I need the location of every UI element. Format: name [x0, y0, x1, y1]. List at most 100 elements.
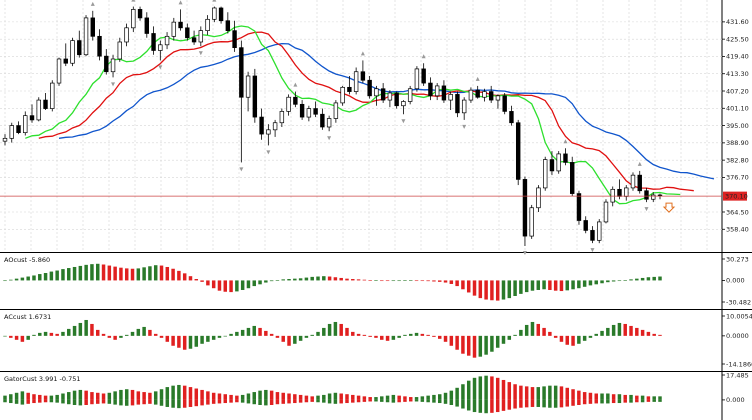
- bull-candle-body: [131, 9, 136, 29]
- ao-oscillator-bar: [101, 264, 106, 281]
- gator-upper-bar: [403, 396, 407, 400]
- gator-upper-bar: [258, 390, 262, 400]
- gator-lower-bar: [536, 399, 541, 407]
- gator-upper-bar: [55, 394, 59, 400]
- gator-lower-bar: [443, 399, 448, 404]
- ac-oscillator-bar: [20, 335, 25, 342]
- ao-oscillator-bar: [466, 280, 471, 293]
- ac-oscillator-bar: [380, 335, 384, 340]
- candle: [570, 156, 575, 197]
- gator-upper-bar: [142, 392, 146, 400]
- candle: [630, 172, 636, 191]
- gator-upper-bar: [513, 384, 517, 400]
- slow-moving-average-line: [58, 42, 715, 180]
- ac-oscillator-bar: [374, 335, 378, 338]
- candle: [549, 151, 555, 176]
- gator-lower-bar: [38, 399, 42, 403]
- candle: [124, 23, 129, 47]
- bull-candle-body: [556, 153, 561, 172]
- fractal-down-arrow-icon: [239, 167, 244, 172]
- candle: [104, 49, 109, 75]
- gator-lower-bar: [409, 399, 413, 402]
- ao-oscillator-bar: [171, 268, 175, 281]
- ac-oscillator-bar: [519, 329, 523, 336]
- gator-lower-bar: [194, 399, 199, 407]
- gator-lower-bar: [594, 399, 598, 404]
- ao-oscillator-bar: [635, 278, 639, 281]
- bull-candle-body: [171, 21, 177, 37]
- ac-oscillator-bar: [3, 335, 7, 337]
- bear-candle-body: [522, 179, 528, 237]
- bear-candle-body: [144, 17, 150, 34]
- gator-upper-bar: [96, 392, 100, 400]
- fractal-up-arrow-icon: [360, 51, 365, 56]
- ao-oscillator-bar: [542, 280, 546, 290]
- ac-oscillator-bar: [333, 321, 338, 336]
- gator-upper-bar: [148, 392, 152, 400]
- bull-candle-body: [83, 17, 89, 56]
- ao-oscillator-bar: [368, 280, 372, 281]
- gator-upper-bar: [629, 394, 633, 400]
- ac-oscillator-bar: [426, 334, 430, 336]
- bull-candle-body: [597, 221, 602, 241]
- ac-oscillator-bar: [96, 329, 100, 336]
- bear-candle-body: [191, 37, 197, 43]
- bull-candle-body: [326, 118, 332, 128]
- candle: [191, 30, 197, 45]
- fractal-down-arrow-icon: [401, 119, 406, 124]
- gator-upper-bar: [635, 395, 639, 400]
- ao-oscillator-bar: [3, 280, 7, 282]
- gator-upper-bar: [293, 394, 297, 400]
- ac-oscillator-bar: [310, 334, 314, 336]
- gator-lower-bar: [206, 399, 210, 405]
- bull-candle-body: [164, 35, 170, 46]
- gator-lower-bar: [113, 399, 117, 405]
- gator-upper-bar: [507, 382, 512, 400]
- bear-candle-body: [583, 220, 588, 231]
- gator-tick-label: 0.000: [726, 396, 745, 404]
- candle: [299, 100, 305, 120]
- ao-oscillator-bar: [240, 280, 245, 290]
- ac-oscillator-bar: [14, 335, 19, 340]
- candle: [212, 6, 217, 23]
- ao-oscillator-bar: [437, 280, 442, 282]
- gator-lower-bar: [165, 399, 170, 407]
- candle: [185, 23, 190, 41]
- ao-oscillator-bar: [258, 280, 262, 285]
- gator-upper-bar: [177, 384, 181, 400]
- candle: [205, 15, 210, 35]
- gator-lower-bar: [501, 399, 506, 411]
- candle: [232, 20, 237, 52]
- ac-oscillator-bar: [600, 330, 604, 336]
- bear-candle-body: [570, 162, 575, 194]
- gator-upper-bar: [519, 385, 523, 400]
- gator-lower-bar: [559, 399, 564, 408]
- y-axis-tick-label: 376.70: [726, 174, 749, 182]
- candle: [286, 94, 291, 116]
- ac-oscillator-bar: [200, 335, 204, 344]
- gator-upper-bar: [264, 389, 268, 400]
- gator-lower-bar: [530, 399, 535, 407]
- gator-lower-bar: [652, 399, 656, 402]
- gator-upper-bar: [316, 395, 320, 400]
- gator-upper-bar: [281, 392, 285, 400]
- bear-candle-body: [137, 9, 143, 19]
- ac-oscillator-bar: [461, 335, 465, 354]
- gator-upper-bar: [26, 392, 30, 400]
- candle: [374, 85, 379, 106]
- bull-candle-body: [56, 58, 62, 84]
- ac-oscillator-bar: [594, 333, 598, 336]
- ac-oscillator-bar: [55, 333, 59, 336]
- y-axis-tick-label: 401.10: [726, 105, 749, 113]
- ac-oscillator-bar: [490, 335, 494, 352]
- gator-lower-bar: [629, 399, 633, 403]
- candle: [502, 92, 507, 115]
- ao-oscillator-bar: [275, 280, 280, 281]
- ac-oscillator-bar: [577, 335, 581, 344]
- ac-oscillator-bar: [391, 335, 396, 340]
- gator-lower-bar: [136, 399, 141, 405]
- gator-upper-bar: [414, 397, 419, 400]
- ao-oscillator-tick-label: 0.000: [726, 277, 745, 285]
- ac-oscillator-bar: [339, 323, 343, 336]
